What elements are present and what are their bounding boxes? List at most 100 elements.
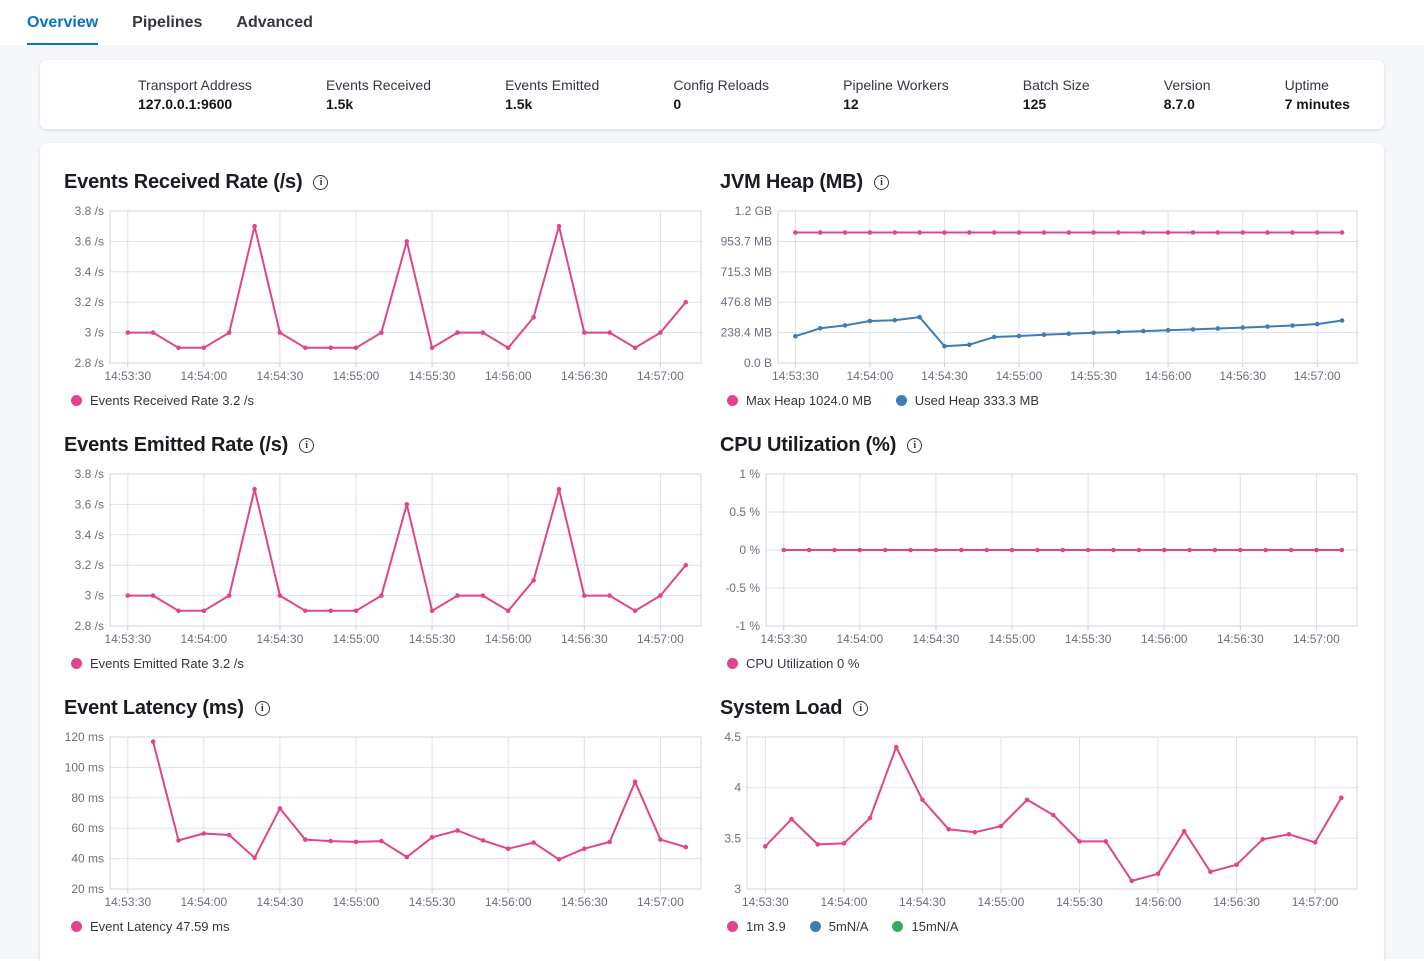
chart-canvas: 20 ms 40 ms 60 ms 80 ms 100 ms 120 ms 14:53:30… xyxy=(65,730,702,909)
tab-overview[interactable]: Overview xyxy=(27,14,99,45)
svg-text:120 ms: 120 ms xyxy=(65,730,104,744)
svg-text:20 ms: 20 ms xyxy=(71,882,104,896)
legend-item[interactable]: CPU Utilization 0 % xyxy=(727,656,859,671)
stat-label: Events Emitted xyxy=(505,77,600,93)
stat-label: Pipeline Workers xyxy=(843,77,949,93)
svg-text:14:57:00: 14:57:00 xyxy=(637,895,684,909)
stat-value: 8.7.0 xyxy=(1163,96,1195,112)
svg-text:14:54:30: 14:54:30 xyxy=(921,369,968,383)
chart-title: System Load xyxy=(720,697,843,719)
svg-text:3.5: 3.5 xyxy=(724,831,741,845)
chart-cpu-utilization: CPU Utilization (%) i -1 % -0.5 % 0 % 0.5 %… xyxy=(720,434,1360,671)
svg-text:3.2 /s: 3.2 /s xyxy=(75,295,104,309)
svg-text:14:55:00: 14:55:00 xyxy=(996,369,1043,383)
svg-text:3.2 /s: 3.2 /s xyxy=(75,558,104,572)
svg-text:14:54:30: 14:54:30 xyxy=(257,632,304,646)
svg-text:953.7 MB: 953.7 MB xyxy=(721,235,772,249)
svg-text:60 ms: 60 ms xyxy=(71,821,104,835)
info-icon[interactable]: i xyxy=(873,175,889,190)
svg-text:3.4 /s: 3.4 /s xyxy=(75,528,104,542)
info-icon[interactable]: i xyxy=(853,701,869,716)
svg-text:40 ms: 40 ms xyxy=(71,852,104,866)
legend-dot-icon xyxy=(892,921,904,932)
legend-dot-icon xyxy=(727,395,738,406)
svg-text:3 /s: 3 /s xyxy=(85,589,104,603)
stat-pipeline-workers: Pipeline Workers 12 xyxy=(843,77,949,112)
chart-plot[interactable]: 0.0 B 238.4 MB 476.8 MB 715.3 MB 953.7 MB 1.2… xyxy=(720,202,1360,388)
stat-value: 125 xyxy=(1022,96,1047,112)
stat-value: 7 minutes xyxy=(1284,96,1350,112)
chart-plot[interactable]: -1 % -0.5 % 0 % 0.5 % 1 % 14:53:30 14:54:00 14:… xyxy=(720,465,1360,651)
stat-value: 127.0.0.1:9600 xyxy=(138,96,233,112)
svg-text:14:57:00: 14:57:00 xyxy=(1294,369,1341,383)
chart-plot[interactable]: 2.8 /s 3 /s 3.2 /s 3.4 /s 3.6 /s 3.8 /s 14:53:… xyxy=(64,465,704,651)
svg-text:14:56:00: 14:56:00 xyxy=(1141,632,1188,646)
svg-text:14:54:30: 14:54:30 xyxy=(257,369,304,383)
tab-pipelines[interactable]: Pipelines xyxy=(132,14,203,31)
chart-title-row: JVM Heap (MB) i xyxy=(720,171,1360,194)
svg-text:14:55:30: 14:55:30 xyxy=(1065,632,1112,646)
legend-item[interactable]: Events Received Rate 3.2 /s xyxy=(71,393,254,408)
chart-title-row: System Load i xyxy=(720,697,1360,720)
svg-text:3.8 /s: 3.8 /s xyxy=(75,204,104,218)
chart-event-latency: Event Latency (ms) i 20 ms 40 ms 60 ms 80 m… xyxy=(64,697,704,934)
legend-label: 1m 3.9 xyxy=(746,919,786,934)
svg-text:3.6 /s: 3.6 /s xyxy=(75,497,104,511)
stat-label: Uptime xyxy=(1284,77,1329,93)
legend-item[interactable]: Used Heap 333.3 MB xyxy=(895,393,1040,408)
svg-text:14:55:00: 14:55:00 xyxy=(989,632,1036,646)
svg-text:3.6 /s: 3.6 /s xyxy=(75,234,104,248)
tab-advanced[interactable]: Advanced xyxy=(236,14,313,31)
info-icon[interactable]: i xyxy=(907,438,923,453)
legend-item[interactable]: Max Heap 1024.0 MB xyxy=(727,393,872,408)
stat-batch-size: Batch Size 125 xyxy=(1023,77,1090,112)
info-icon[interactable]: i xyxy=(254,701,270,716)
legend-label: 15mN/A xyxy=(911,919,959,934)
chart-legend: Max Heap 1024.0 MB Used Heap 333.3 MB xyxy=(720,393,1360,408)
stat-events-received: Events Received 1.5k xyxy=(326,77,431,112)
svg-text:14:54:00: 14:54:00 xyxy=(180,895,227,909)
chart-canvas: 0.0 B 238.4 MB 476.8 MB 715.3 MB 953.7 MB 1.2… xyxy=(721,204,1358,383)
chart-canvas: 2.8 /s 3 /s 3.2 /s 3.4 /s 3.6 /s 3.8 /s 14:53:… xyxy=(75,467,702,646)
legend-dot-icon xyxy=(71,395,82,406)
legend-item[interactable]: 5mN/A xyxy=(809,919,868,934)
svg-text:14:56:30: 14:56:30 xyxy=(1219,369,1266,383)
legend-item[interactable]: 15mN/A xyxy=(892,919,958,934)
legend-dot-icon xyxy=(71,921,82,932)
legend-label: Event Latency 47.59 ms xyxy=(90,919,230,934)
svg-text:14:54:30: 14:54:30 xyxy=(913,632,960,646)
stat-label: Batch Size xyxy=(1022,77,1090,93)
svg-text:14:54:00: 14:54:00 xyxy=(836,632,883,646)
svg-text:14:56:00: 14:56:00 xyxy=(485,369,532,383)
info-icon[interactable]: i xyxy=(299,438,315,453)
legend-label: Events Emitted Rate 3.2 /s xyxy=(90,656,244,671)
svg-text:80 ms: 80 ms xyxy=(71,791,104,805)
svg-text:14:54:00: 14:54:00 xyxy=(847,369,894,383)
svg-text:14:53:30: 14:53:30 xyxy=(760,632,807,646)
svg-text:1 %: 1 % xyxy=(739,467,760,481)
stat-version: Version 8.7.0 xyxy=(1164,77,1211,112)
legend-item[interactable]: 1m 3.9 xyxy=(727,919,786,934)
chart-title: JVM Heap (MB) xyxy=(720,171,863,193)
stat-transport-address: Transport Address 127.0.0.1:9600 xyxy=(138,77,252,112)
legend-item[interactable]: Events Emitted Rate 3.2 /s xyxy=(71,656,244,671)
stat-label: Events Received xyxy=(325,77,432,93)
svg-text:14:55:00: 14:55:00 xyxy=(333,632,380,646)
svg-text:14:55:00: 14:55:00 xyxy=(978,895,1025,909)
svg-text:14:56:00: 14:56:00 xyxy=(485,632,532,646)
info-icon[interactable]: i xyxy=(313,175,329,190)
svg-text:14:56:30: 14:56:30 xyxy=(561,632,608,646)
chart-plot[interactable]: 2.8 /s 3 /s 3.2 /s 3.4 /s 3.6 /s 3.8 /s 14:53:… xyxy=(64,202,704,388)
chart-plot[interactable]: 20 ms 40 ms 60 ms 80 ms 100 ms 120 ms 14:53:30… xyxy=(64,728,704,914)
svg-text:100 ms: 100 ms xyxy=(65,760,104,774)
charts-panel: Events Received Rate (/s) i 2.8 /s 3 /s 3.… xyxy=(40,143,1384,961)
svg-text:14:53:30: 14:53:30 xyxy=(742,895,789,909)
svg-text:14:54:30: 14:54:30 xyxy=(257,895,304,909)
chart-title-row: Event Latency (ms) i xyxy=(64,697,704,720)
svg-text:14:54:00: 14:54:00 xyxy=(180,369,227,383)
chart-plot[interactable]: 3 3.5 4 4.5 14:53:30 14:54:00 14:54:30 14:55:00… xyxy=(720,728,1360,914)
legend-label: Used Heap 333.3 MB xyxy=(914,393,1040,408)
legend-dot-icon xyxy=(895,395,907,406)
legend-item[interactable]: Event Latency 47.59 ms xyxy=(71,919,229,934)
svg-text:14:57:00: 14:57:00 xyxy=(637,632,684,646)
